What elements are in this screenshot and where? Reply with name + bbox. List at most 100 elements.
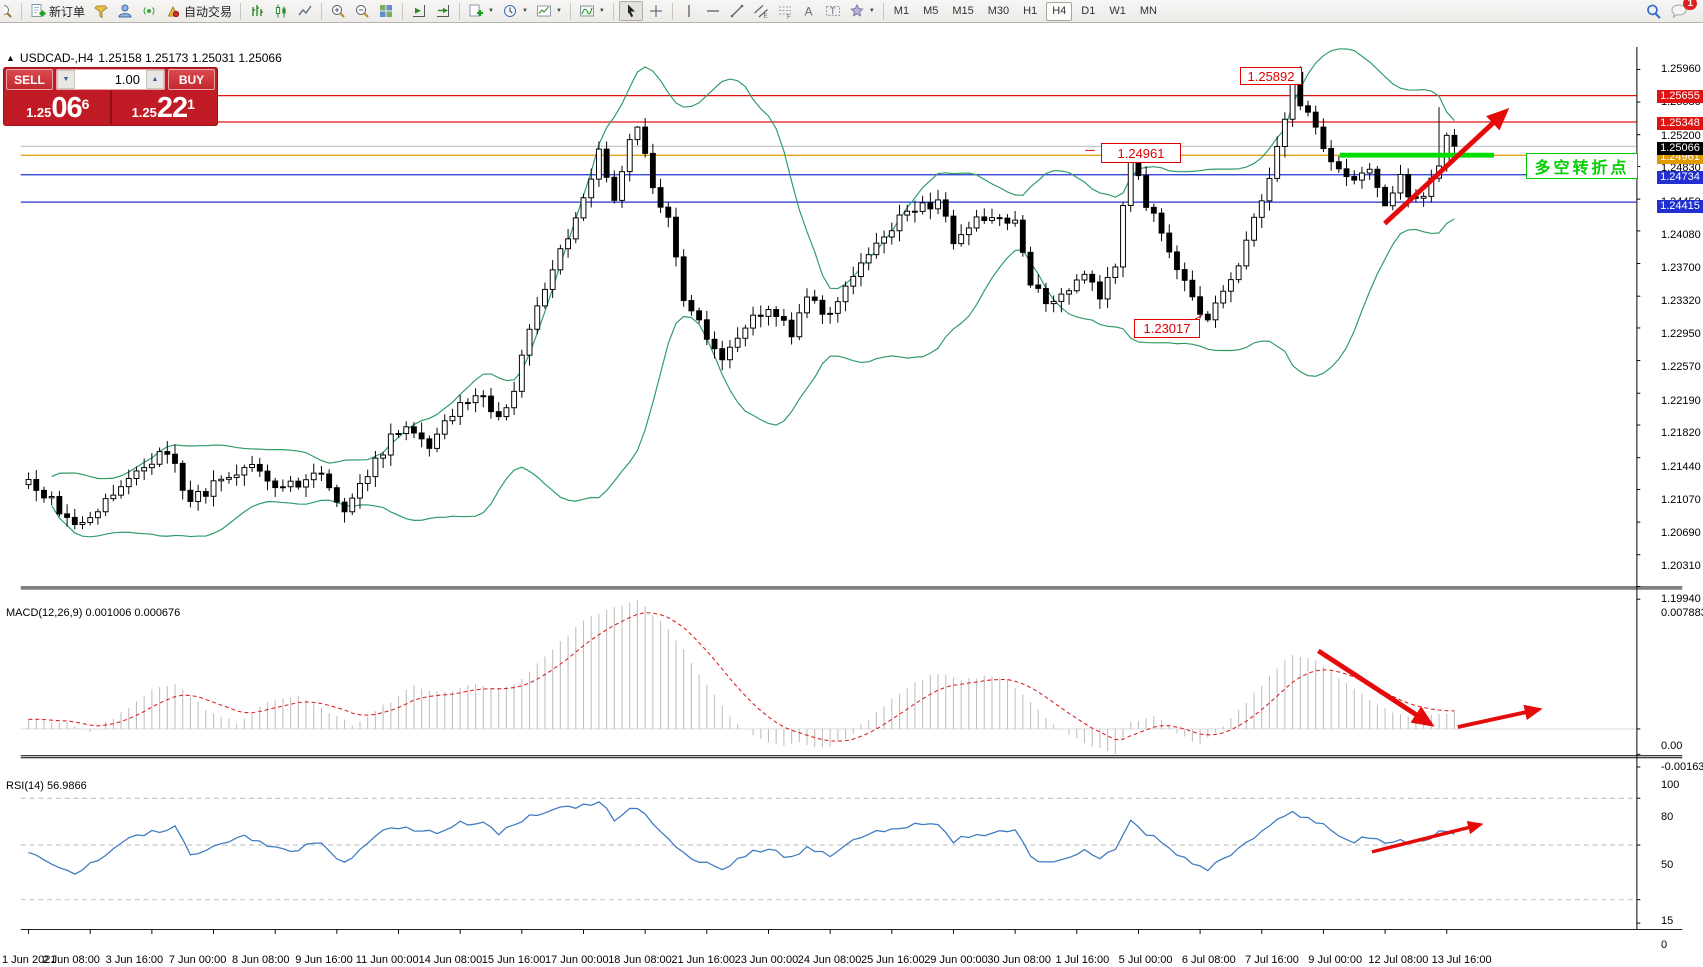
periods-button[interactable]: ▼ <box>499 1 531 21</box>
y-axis-label: 1.23700 <box>1661 261 1701 274</box>
svg-text:A: A <box>804 5 812 19</box>
price-callout[interactable]: 1.25892 <box>1240 67 1302 85</box>
y-axis-label: 1.19940 <box>1661 593 1701 605</box>
timeframe-button-M30[interactable]: M30 <box>987 5 1010 17</box>
timeframe-button-M1[interactable]: M1 <box>893 5 910 17</box>
line-chart-mode-button[interactable] <box>294 1 316 21</box>
y-axis-label: 1.21440 <box>1661 460 1701 473</box>
zoom-in-button[interactable] <box>327 1 349 21</box>
fibonacci-tool-button[interactable]: F <box>774 1 796 21</box>
chart-window[interactable]: ▲ USDCAD-,H4 1.25158 1.25173 1.25031 1.2… <box>0 23 1703 967</box>
trend-arrow-price-0[interactable] <box>1383 108 1510 226</box>
bar-chart-mode-button[interactable] <box>246 1 268 21</box>
timeframe-button-M5[interactable]: M5 <box>923 5 939 17</box>
y-axis-label: 1.22570 <box>1661 361 1701 374</box>
trend-arrow-rsi-3[interactable] <box>1371 820 1484 854</box>
chart-shift-button[interactable] <box>432 1 454 21</box>
buy-price-display[interactable]: 1.25 22 1 <box>112 91 216 124</box>
timeframe-button-W1[interactable]: W1 <box>1109 5 1126 17</box>
toolbar-separator <box>671 2 673 20</box>
candles <box>25 66 1458 530</box>
cursor-tool-button[interactable] <box>618 1 643 21</box>
volume-decrease-button[interactable]: ▼ <box>57 70 75 89</box>
signals-button[interactable] <box>138 1 160 21</box>
autotrading-icon <box>167 5 180 18</box>
new-order-button[interactable]: 新订单 <box>27 1 88 21</box>
label-tool-button[interactable]: T <box>822 1 844 21</box>
x-axis-label: 25 Jun 16:00 <box>860 954 925 966</box>
search-button[interactable] <box>1642 1 1665 21</box>
price-level-badge: 1.25348 <box>1657 117 1703 131</box>
x-axis-label: 7 Jul 16:00 <box>1245 954 1299 966</box>
person-icon <box>118 4 132 18</box>
timeframe-button-D1[interactable]: D1 <box>1081 5 1096 17</box>
tile-windows-icon <box>380 5 393 17</box>
buy-button[interactable]: BUY <box>168 69 215 90</box>
vertical-line-tool-button[interactable] <box>678 1 700 21</box>
sell-price-main: 06 <box>51 92 82 124</box>
new-chart-button[interactable]: ▼ <box>465 1 497 21</box>
autotrading-button[interactable]: 自动交易 <box>162 1 235 21</box>
notification-count-badge: 1 <box>1683 0 1697 10</box>
x-axis-label: 30 Jun 08:00 <box>987 954 1051 966</box>
magnifier-partial-icon <box>4 5 12 18</box>
sell-price-sup: 6 <box>81 96 90 112</box>
zoom-in-icon <box>332 5 345 18</box>
volume-increase-button[interactable]: ▲ <box>146 70 164 89</box>
chevron-down-icon: ▼ <box>868 8 875 14</box>
profile-button[interactable] <box>114 1 136 21</box>
trendline-tool-button[interactable] <box>726 1 748 21</box>
templates-button[interactable]: ▼ <box>533 1 565 21</box>
bar-chart-icon <box>252 5 264 16</box>
shapes-tool-button[interactable]: ▼ <box>846 1 878 21</box>
indicators-button[interactable]: ▼ <box>576 1 608 21</box>
timeframe-button-MN[interactable]: MN <box>1139 5 1157 17</box>
timeframe-button-H4[interactable]: H4 <box>1046 1 1073 21</box>
timeframe-button-H1[interactable]: H1 <box>1023 5 1038 17</box>
x-axis-label: 3 Jun 16:00 <box>105 954 164 966</box>
macd-axis-label: -0.001638 <box>1661 761 1703 773</box>
collapse-trade-panel-icon[interactable]: ▲ <box>6 53 15 63</box>
timeframe-button-M15[interactable]: M15 <box>952 5 974 17</box>
volume-input[interactable]: 1.00 <box>75 70 146 89</box>
crosshair-tool-button[interactable] <box>645 1 667 21</box>
trend-arrow-macd-2[interactable] <box>1457 704 1543 729</box>
price-callout[interactable]: 1.24961 <box>1101 143 1181 163</box>
macd-axis-label: 0.00 <box>1661 740 1683 752</box>
toolbar-separator <box>321 2 323 20</box>
toolbar-separator <box>612 2 614 20</box>
clock-icon <box>503 5 516 17</box>
chat-bubble-icon <box>1671 4 1687 19</box>
cursor-icon <box>627 4 635 18</box>
turning-point-annotation[interactable]: 多空转折点 <box>1526 153 1638 179</box>
text-label-icon: T <box>825 6 840 16</box>
x-axis-label: 5 Jul 00:00 <box>1118 954 1173 966</box>
tile-windows-button[interactable] <box>375 1 397 21</box>
zoom-out-icon <box>356 5 369 18</box>
toolbar-separator <box>569 2 571 20</box>
x-axis-label: 6 Jul 08:00 <box>1181 954 1236 966</box>
current-price-badge: 1.25066 <box>1657 142 1703 156</box>
x-axis-label: 2 Jun 08:00 <box>42 954 100 966</box>
trend-arrow-macd-1[interactable] <box>1317 648 1435 727</box>
price-chart-canvas[interactable] <box>0 46 1703 967</box>
edge-clipped-icon[interactable] <box>4 1 16 21</box>
calendar-button[interactable] <box>90 1 112 21</box>
x-axis-label: 17 Jun 00:00 <box>544 954 609 966</box>
autotrading-label: 自动交易 <box>184 4 233 19</box>
sell-price-display[interactable]: 1.25 06 6 <box>6 91 112 124</box>
channel-tool-button[interactable]: E <box>750 1 772 21</box>
chevron-down-icon: ▼ <box>598 8 605 14</box>
svg-text:T: T <box>830 6 836 16</box>
svg-text:F: F <box>787 15 791 20</box>
price-callout[interactable]: 1.23017 <box>1134 319 1200 338</box>
chevron-down-icon: ▼ <box>555 8 562 14</box>
auto-scroll-button[interactable] <box>408 1 430 21</box>
horizontal-line-tool-button[interactable] <box>702 1 724 21</box>
candlestick-mode-button[interactable] <box>270 1 292 21</box>
text-tool-button[interactable]: A <box>798 1 820 21</box>
sell-button[interactable]: SELL <box>6 69 53 90</box>
funnel-icon <box>94 5 108 19</box>
zoom-out-button[interactable] <box>351 1 373 21</box>
notifications-button[interactable]: 1 <box>1667 0 1697 21</box>
